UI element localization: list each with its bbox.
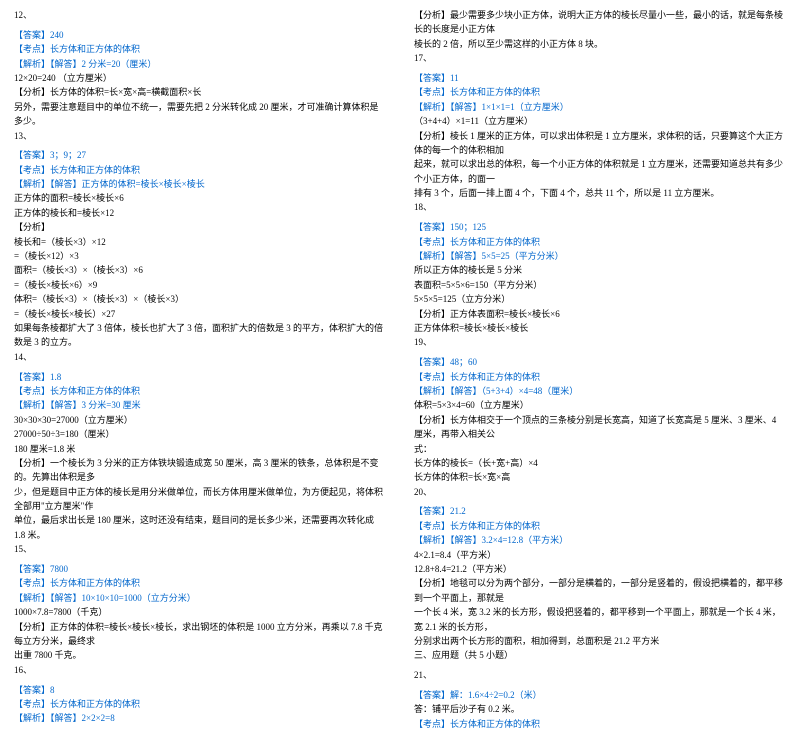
- text-line: 17、: [414, 51, 786, 65]
- text-line: 【分析】一个棱长为 3 分米的正方体铁块锻造成宽 50 厘米，高 3 厘米的铁条…: [14, 456, 386, 485]
- text-line: 15、: [14, 542, 386, 556]
- text-line: =（棱长×12）×3: [14, 249, 386, 263]
- text-line: 5×5×5=125（立方分米）: [414, 292, 786, 306]
- text-line: 【考点】长方体和正方体的体积: [414, 717, 786, 731]
- text-line: 【答案】解：1.6×4÷2=0.2（米）: [414, 688, 786, 702]
- text-line: 长方体的棱长=（长+宽+高）×4: [414, 456, 786, 470]
- text-line: 起来，就可以求出总的体积，每一个小正方体的体积就是 1 立方厘米，还需要知道总共…: [414, 157, 786, 186]
- text-line: 【答案】8: [14, 683, 386, 697]
- text-line: 【考点】长方体和正方体的体积: [14, 163, 386, 177]
- left-column: 12、 【答案】240【考点】长方体和正方体的体积【解析】【解答】2 分米=20…: [0, 0, 400, 566]
- text-line: 13、: [14, 129, 386, 143]
- text-line: 排有 3 个，后面一排上面 4 个，下面 4 个，总共 11 个，所以是 11 …: [414, 186, 786, 200]
- text-line: 表面积=5×5×6=150（平方分米）: [414, 278, 786, 292]
- text-line: 1000×7.8=7800（千克）: [14, 605, 386, 619]
- text-line: 【解析】【解答】正方体的体积=棱长×棱长×棱长: [14, 177, 386, 191]
- text-line: 【分析】棱长 1 厘米的正方体，可以求出体积是 1 立方厘米，求体积的话，只要算…: [414, 129, 786, 158]
- text-line: 面积=（棱长×3）×（棱长×3）×6: [14, 263, 386, 277]
- text-line: 27000÷50÷3=180（厘米）: [14, 427, 386, 441]
- text-line: 12.8+8.4=21.2（平方米）: [414, 562, 786, 576]
- text-line: 【考点】长方体和正方体的体积: [414, 235, 786, 249]
- text-line: 12×20=240 （立方厘米）: [14, 71, 386, 85]
- text-line: 【解析】【解答】3 分米=30 厘米: [14, 398, 386, 412]
- text-line: 分别求出两个长方形的面积，相加得到，总面积是 21.2 平方米: [414, 634, 786, 648]
- text-line: 长方体的体积=长×宽×高: [414, 470, 786, 484]
- text-line: 【解析】【解答】（5+3+4）×4=48（厘米）: [414, 384, 786, 398]
- right-column: 【分析】最少需要多少块小正方体，说明大正方体的棱长尽量小一些，最小的话，就是每条…: [400, 0, 800, 566]
- text-line: 【解析】【解答】1×1×1=1（立方厘米）: [414, 100, 786, 114]
- text-line: 30×30×30=27000（立方厘米）: [14, 413, 386, 427]
- text-line: 12、: [14, 8, 386, 22]
- text-line: 正方体体积=棱长×棱长×棱长: [414, 321, 786, 335]
- text-line: =（棱长×棱长×6）×9: [14, 278, 386, 292]
- text-line: 21、: [414, 668, 786, 682]
- text-line: （3+4+4）×1=11（立方厘米）: [414, 114, 786, 128]
- text-line: 另外，需要注意题目中的单位不统一，需要先把 2 分米转化成 20 厘米，才可准确…: [14, 100, 386, 129]
- text-line: 如果每条棱都扩大了 3 倍体，棱长也扩大了 3 倍，面积扩大的倍数是 3 的平方…: [14, 321, 386, 350]
- text-line: 【答案】7800: [14, 562, 386, 576]
- text-line: 棱长和=（棱长×3）×12: [14, 235, 386, 249]
- text-line: 【解析】【解答】3.2×4=12.8（平方米）: [414, 533, 786, 547]
- text-line: 体积=5×3×4=60（立方厘米）: [414, 398, 786, 412]
- text-line: 【分析】最少需要多少块小正方体，说明大正方体的棱长尽量小一些，最小的话，就是每条…: [414, 8, 786, 37]
- text-line: 【分析】长方体的体积=长×宽×高=横截面积×长: [14, 85, 386, 99]
- text-line: 20、: [414, 485, 786, 499]
- text-line: 4×2.1=8.4（平方米）: [414, 548, 786, 562]
- text-line: 少，但是题目中正方体的棱长是用分米做单位，而长方体用厘米做单位，为方便起见，将体…: [14, 485, 386, 514]
- text-line: 一个长 4 米，宽 3.2 米的长方形，假设把竖着的，都平移到一个平面上，那就是…: [414, 605, 786, 634]
- text-line: 体积=（棱长×3）×（棱长×3）×（棱长×3）: [14, 292, 386, 306]
- text-line: 【答案】150；125: [414, 220, 786, 234]
- text-line: 19、: [414, 335, 786, 349]
- text-line: 【考点】长方体和正方体的体积: [14, 697, 386, 711]
- text-line: 【考点】长方体和正方体的体积: [14, 42, 386, 56]
- text-line: 单位，最后求出长是 180 厘米，这时还没有结束，题目问的是长多少米，还需要再次…: [14, 513, 386, 542]
- text-line: 【考点】长方体和正方体的体积: [14, 384, 386, 398]
- text-line: 【分析】: [14, 220, 386, 234]
- text-line: 【答案】11: [414, 71, 786, 85]
- text-line: 【考点】长方体和正方体的体积: [414, 519, 786, 533]
- text-line: 180 厘米=1.8 米: [14, 442, 386, 456]
- text-line: 【解析】【解答】10×10×10=1000（立方分米）: [14, 591, 386, 605]
- text-line: 【答案】1.8: [14, 370, 386, 384]
- text-line: 正方体的棱长和=棱长×12: [14, 206, 386, 220]
- text-line: 14、: [14, 350, 386, 364]
- text-line: 正方体的面积=棱长×棱长×6: [14, 191, 386, 205]
- text-line: 答：铺平后沙子有 0.2 米。: [414, 702, 786, 716]
- text-line: 所以正方体的棱长是 5 分米: [414, 263, 786, 277]
- text-line: 【分析】地毯可以分为两个部分，一部分是横着的，一部分是竖着的，假设把横着的，都平…: [414, 576, 786, 605]
- text-line: 【分析】正方体表面积=棱长×棱长×6: [414, 307, 786, 321]
- text-line: 【答案】48；60: [414, 355, 786, 369]
- text-line: 【分析】正方体的体积=棱长×棱长×棱长，求出钢坯的体积是 1000 立方分米，再…: [14, 620, 386, 649]
- text-line: 【答案】3；9；27: [14, 148, 386, 162]
- text-line: 三、应用题（共 5 小题）: [414, 648, 786, 662]
- text-line: 16、: [14, 663, 386, 677]
- text-line: 出重 7800 千克。: [14, 648, 386, 662]
- text-line: 【分析】长方体相交于一个顶点的三条棱分别是长宽高，知道了长宽高是 5 厘米、3 …: [414, 413, 786, 442]
- text-line: 18、: [414, 200, 786, 214]
- text-line: 式：: [414, 442, 786, 456]
- text-line: 【考点】长方体和正方体的体积: [414, 370, 786, 384]
- text-line: 棱长的 2 倍，所以至少需这样的小正方体 8 块。: [414, 37, 786, 51]
- text-line: 【考点】长方体和正方体的体积: [14, 576, 386, 590]
- text-line: =（棱长×棱长×棱长）×27: [14, 307, 386, 321]
- text-line: 【答案】240: [14, 28, 386, 42]
- text-line: 【考点】长方体和正方体的体积: [414, 85, 786, 99]
- text-line: 【解析】【解答】5×5=25（平方分米）: [414, 249, 786, 263]
- text-line: 【答案】21.2: [414, 504, 786, 518]
- text-line: 【解析】【解答】2 分米=20（厘米）: [14, 57, 386, 71]
- text-line: 【解析】【解答】2×2×2=8: [14, 711, 386, 725]
